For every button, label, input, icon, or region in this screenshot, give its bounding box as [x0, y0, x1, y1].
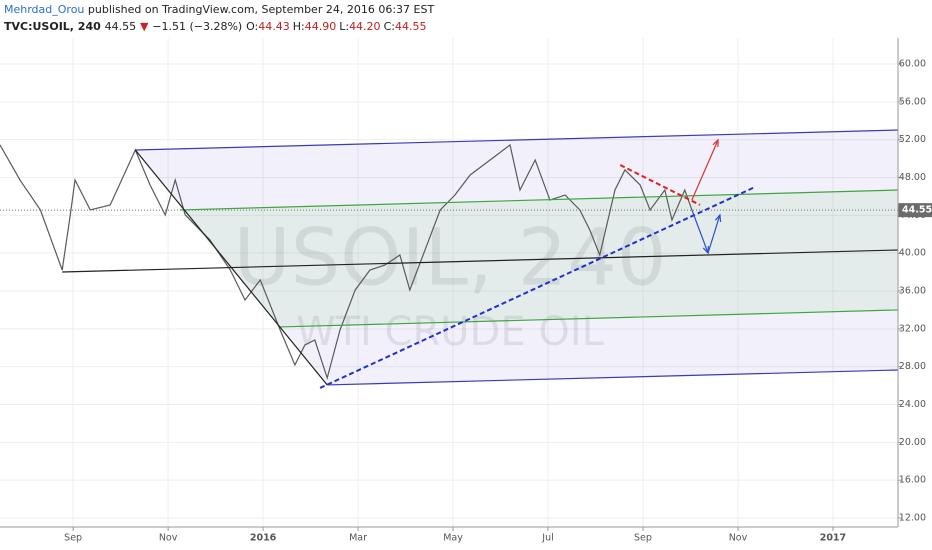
last: 44.55	[104, 20, 137, 33]
y-tick-label: 20.00	[899, 437, 926, 448]
x-tick-label: 2016	[250, 533, 277, 544]
arrow-head	[714, 213, 722, 222]
y-tick-label: 12.00	[899, 513, 926, 524]
y-tick-label: 60.00	[899, 59, 926, 70]
arrow: ▼	[139, 20, 149, 33]
drawing-arrow	[691, 209, 709, 254]
y-tick-label: 52.00	[899, 134, 926, 145]
watermark-sub: WTI CRUDE OIL	[296, 309, 605, 355]
ohlc-label: O:	[246, 20, 259, 33]
y-tick-label: 40.00	[899, 248, 926, 259]
ohlc-label: H:	[292, 20, 305, 33]
arrow-head	[712, 138, 719, 147]
drawing-solid	[327, 369, 899, 386]
drawing-solid	[62, 249, 899, 273]
ohlc-value: 44.55	[394, 20, 427, 33]
last-price-box	[898, 203, 932, 218]
y-tick-label: 16.00	[899, 475, 926, 486]
drawing-arrow	[707, 214, 721, 254]
y-tick-label: 28.00	[899, 361, 926, 372]
x-tick-label: 2017	[820, 533, 846, 544]
x-tick-label: Mar	[349, 533, 367, 544]
ohlc-value: 44.90	[304, 20, 337, 33]
drawing-dashed	[619, 164, 701, 206]
last-price-label: 44.55	[902, 205, 932, 216]
y-tick-label: 36.00	[899, 286, 926, 297]
published: published on TradingView.com, September …	[87, 3, 435, 16]
header-line-2: TVC:USOIL, 240 44.55 ▼ −1.51 (−3.28%) O:…	[4, 20, 429, 33]
y-tick-label: 32.00	[899, 323, 926, 334]
drawing-solid	[280, 309, 899, 328]
x-tick-label: Jul	[541, 533, 553, 544]
ohlc-value: 44.20	[349, 20, 381, 33]
drawing-solid	[134, 149, 328, 386]
header-line-1: Mehrdad_Orou published on TradingView.co…	[4, 3, 434, 16]
y-tick-label: 48.00	[899, 172, 926, 183]
drawing-solid	[179, 189, 899, 211]
ohlc-label: L:	[339, 20, 350, 33]
ohlc-label: C:	[383, 20, 395, 33]
plot-bg	[0, 38, 898, 527]
x-tick-label: Sep	[634, 533, 652, 544]
x-tick-label: May	[443, 533, 463, 544]
x-tick-label: Nov	[159, 533, 178, 544]
author[interactable]: Mehrdad_Orou	[4, 3, 85, 16]
ohlc-value: 44.43	[258, 20, 290, 33]
drawing-solid	[135, 129, 899, 151]
channel-fill	[135, 130, 899, 385]
drawing-arrow	[691, 139, 719, 201]
ohlc: O:44.43 H:44.90 L:44.20 C:44.55	[246, 20, 429, 33]
symbol: TVC:USOIL, 240	[4, 20, 101, 33]
change: −1.51 (−3.28%)	[152, 20, 243, 33]
y-tick-label: 24.00	[899, 399, 926, 410]
chart: 12.00 16.00 20.00 24.00 28.00 32.00 36.00 40.00…	[0, 38, 932, 544]
x-tick-label: Sep	[64, 533, 82, 544]
y-tick-label: 56.00	[899, 96, 926, 107]
channel-fill	[179, 189, 898, 327]
x-tick-label: Nov	[729, 533, 748, 544]
